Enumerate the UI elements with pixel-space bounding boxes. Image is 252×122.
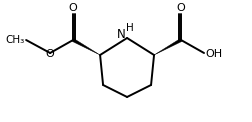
Text: OH: OH [205,49,222,59]
Text: H: H [126,23,134,33]
Text: O: O [46,49,54,59]
Polygon shape [154,39,182,55]
Text: CH₃: CH₃ [5,35,24,45]
Text: O: O [69,3,77,13]
Text: O: O [177,3,185,13]
Text: N: N [117,28,125,41]
Polygon shape [72,39,100,55]
